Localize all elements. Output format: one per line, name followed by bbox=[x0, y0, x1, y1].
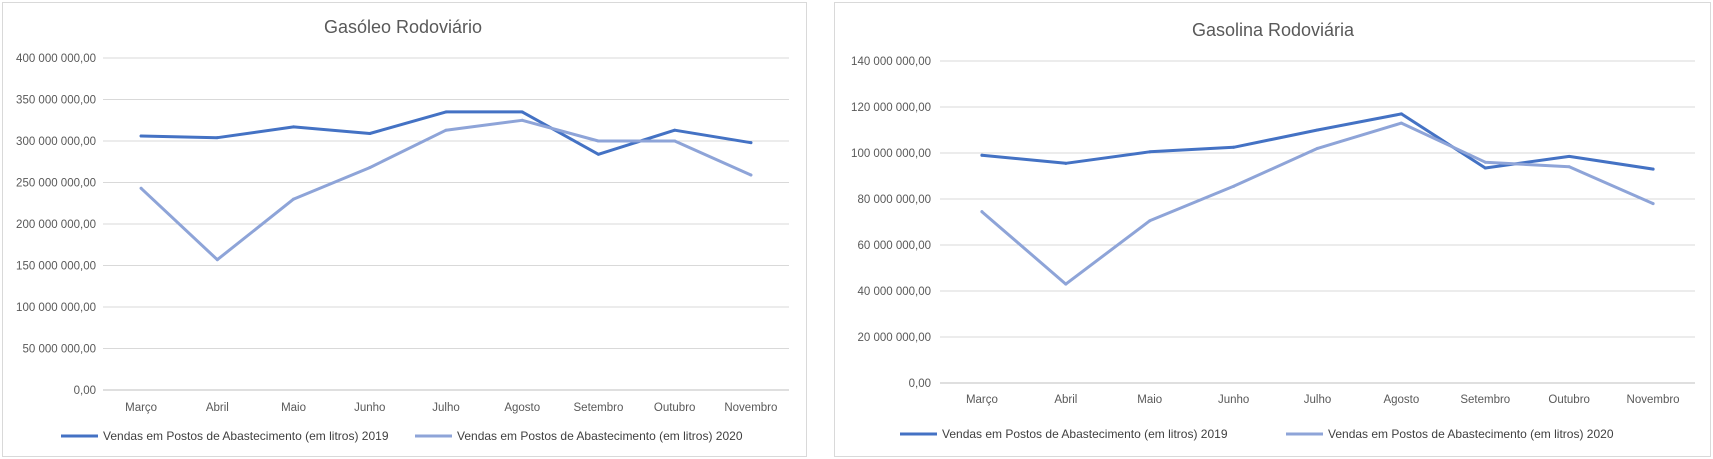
x-tick-label: Agosto bbox=[1383, 394, 1419, 406]
plot-area: 0,00 50 000 000,00 100 000 000,00 150 000 0… bbox=[16, 53, 789, 414]
legend: Vendas em Postos de Abastecimento (em li… bbox=[61, 429, 743, 443]
y-tick-label: 120 000 000,00 bbox=[851, 102, 931, 114]
data-point bbox=[1483, 160, 1487, 164]
data-point bbox=[1399, 112, 1403, 116]
x-tick-label: Novembro bbox=[724, 402, 777, 414]
data-point bbox=[1148, 219, 1152, 223]
data-point bbox=[980, 153, 984, 157]
data-point bbox=[368, 132, 372, 136]
data-point bbox=[1483, 166, 1487, 170]
x-tick-label: Setembro bbox=[574, 402, 624, 414]
chart-panel-gasolina: Gasolina Rodoviária 0,00 20 000 000,00 40 … bbox=[834, 2, 1711, 457]
x-tick-label: Junho bbox=[354, 402, 385, 414]
y-tick-label: 0,00 bbox=[909, 378, 931, 390]
x-tick-label: Julho bbox=[432, 402, 460, 414]
y-tick-label: 50 000 000,00 bbox=[22, 344, 96, 356]
x-tick-label: Abril bbox=[1054, 394, 1077, 406]
x-tick-label: Maio bbox=[281, 402, 306, 414]
data-point bbox=[1567, 154, 1571, 158]
x-tick-label: Março bbox=[966, 394, 998, 406]
series-line-2019 bbox=[980, 112, 1655, 171]
data-point bbox=[139, 134, 143, 138]
data-point bbox=[292, 197, 296, 201]
x-tick-label: Outubro bbox=[654, 402, 696, 414]
x-tick-label: Julho bbox=[1304, 394, 1332, 406]
chart-gasolina: Gasolina Rodoviária 0,00 20 000 000,00 40 … bbox=[851, 20, 1695, 441]
y-tick-label: 200 000 000,00 bbox=[16, 219, 96, 231]
chart-title: Gasóleo Rodoviário bbox=[324, 17, 482, 37]
data-point bbox=[1232, 184, 1236, 188]
series-line-2019 bbox=[139, 110, 753, 156]
data-point bbox=[596, 139, 600, 143]
y-tick-label: 350 000 000,00 bbox=[16, 95, 96, 107]
x-tick-label: Setembro bbox=[1460, 394, 1510, 406]
legend-label-2020: Vendas em Postos de Abastecimento (em li… bbox=[1328, 427, 1614, 441]
legend-label-2020: Vendas em Postos de Abastecimento (em li… bbox=[457, 429, 743, 443]
data-point bbox=[520, 110, 524, 114]
data-point bbox=[444, 128, 448, 132]
data-point bbox=[749, 173, 753, 177]
x-tick-label: Outubro bbox=[1548, 394, 1590, 406]
data-point bbox=[1651, 167, 1655, 171]
x-tick-label: Junho bbox=[1218, 394, 1249, 406]
data-point bbox=[1232, 145, 1236, 149]
data-point bbox=[1316, 146, 1319, 150]
y-tick-label: 80 000 000,00 bbox=[857, 194, 931, 206]
data-point bbox=[1148, 150, 1152, 154]
y-tick-label: 300 000 000,00 bbox=[16, 136, 96, 148]
data-point bbox=[1316, 128, 1319, 132]
y-tick-label: 20 000 000,00 bbox=[857, 332, 931, 344]
data-point bbox=[292, 125, 296, 129]
data-point bbox=[980, 210, 984, 214]
legend: Vendas em Postos de Abastecimento (em li… bbox=[900, 427, 1614, 441]
x-tick-label: Novembro bbox=[1627, 394, 1680, 406]
x-tick-label: Abril bbox=[206, 402, 229, 414]
x-tick-label: Março bbox=[125, 402, 157, 414]
data-point bbox=[520, 118, 524, 122]
y-tick-label: 100 000 000,00 bbox=[851, 148, 931, 160]
data-point bbox=[673, 128, 677, 132]
y-tick-label: 100 000 000,00 bbox=[16, 302, 96, 314]
y-tick-label: 60 000 000,00 bbox=[857, 240, 931, 252]
y-tick-label: 250 000 000,00 bbox=[16, 178, 96, 190]
data-point bbox=[215, 258, 219, 262]
legend-label-2019: Vendas em Postos de Abastecimento (em li… bbox=[942, 427, 1228, 441]
data-point bbox=[1567, 165, 1571, 169]
plot-area: 0,00 20 000 000,00 40 000 000,00 60 000 000… bbox=[851, 56, 1695, 406]
chart-title: Gasolina Rodoviária bbox=[1192, 20, 1355, 40]
data-point bbox=[749, 141, 753, 145]
x-tick-label: Agosto bbox=[504, 402, 540, 414]
data-point bbox=[139, 186, 143, 190]
data-point bbox=[368, 166, 372, 170]
data-point bbox=[1064, 282, 1068, 286]
data-point bbox=[215, 136, 219, 140]
data-point bbox=[1651, 202, 1655, 206]
legend-label-2019: Vendas em Postos de Abastecimento (em li… bbox=[103, 429, 389, 443]
x-tick-label: Maio bbox=[1137, 394, 1162, 406]
data-point bbox=[444, 110, 448, 114]
chart-gasoleo: Gasóleo Rodoviário 0,00 50 000 000,00 100 … bbox=[16, 17, 789, 443]
data-point bbox=[1064, 161, 1068, 165]
y-tick-label: 400 000 000,00 bbox=[16, 53, 96, 65]
chart-panel-gasoleo: Gasóleo Rodoviário 0,00 50 000 000,00 100 … bbox=[2, 2, 807, 457]
y-tick-label: 150 000 000,00 bbox=[16, 261, 96, 273]
y-tick-label: 140 000 000,00 bbox=[851, 56, 931, 68]
data-point bbox=[596, 152, 600, 156]
data-point bbox=[673, 139, 677, 143]
y-tick-label: 40 000 000,00 bbox=[857, 286, 931, 298]
y-tick-label: 0,00 bbox=[74, 385, 96, 397]
data-point bbox=[1399, 121, 1403, 125]
